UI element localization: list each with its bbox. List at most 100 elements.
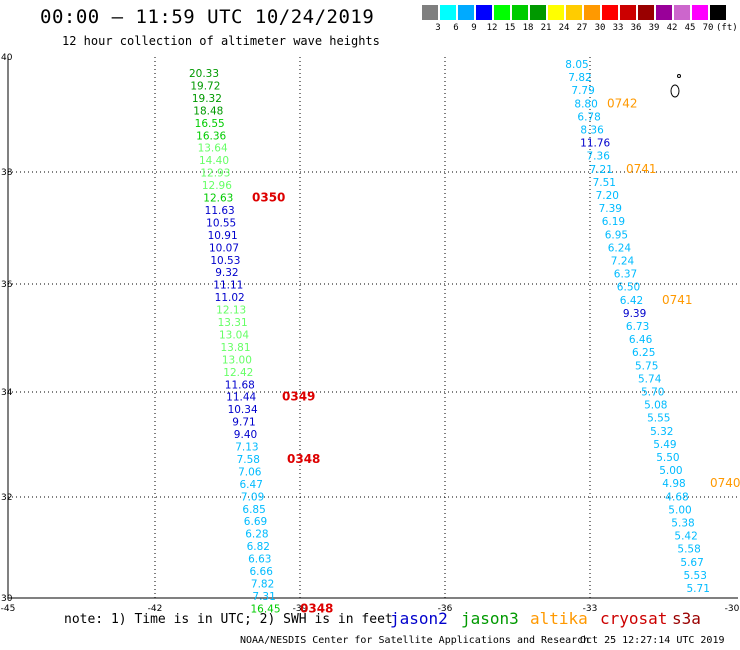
colorbar-label: 3: [435, 23, 441, 33]
track-value: 5.38: [671, 518, 694, 530]
colorbar-swatch: [620, 5, 636, 20]
colorbar-label: (ft): [716, 23, 738, 33]
track-value: 5.74: [638, 373, 662, 385]
track-value: 14.40: [199, 155, 229, 167]
track-value: 11.63: [205, 205, 235, 217]
track-value: 5.08: [644, 400, 667, 412]
track-value: 13.31: [218, 317, 248, 329]
colorbar-swatch: [476, 5, 492, 20]
track-value: 7.21: [590, 164, 613, 176]
track-value: 10.55: [206, 217, 236, 229]
track-value: 12.13: [216, 305, 246, 317]
track-value: 11.02: [215, 292, 245, 304]
track-value: 11.11: [213, 280, 243, 292]
time-label: 0741: [662, 293, 693, 307]
track-value: 7.20: [596, 190, 619, 202]
time-label: 0348: [300, 601, 333, 615]
colorbar-swatch: [458, 5, 474, 20]
y-tick-label: 32: [1, 493, 12, 503]
track-value: 13.64: [198, 143, 228, 155]
track-value: 16.55: [195, 118, 225, 130]
colorbar-swatch: [602, 5, 618, 20]
track-value: 11.76: [580, 138, 610, 150]
colorbar-label: 6: [453, 23, 459, 33]
track-value: 9.40: [234, 429, 257, 441]
colorbar-label: 70: [702, 23, 714, 33]
time-label: 0349: [282, 390, 315, 404]
colorbar-swatch: [566, 5, 582, 20]
colorbar-label: 39: [648, 23, 660, 33]
time-label: 0350: [252, 191, 285, 205]
x-tick-label: -42: [148, 604, 163, 614]
track-value: 7.58: [237, 454, 260, 466]
colorbar-label: 45: [684, 23, 696, 33]
track-value: 6.19: [602, 216, 625, 228]
track-value: 7.24: [611, 256, 635, 268]
track-value: 6.47: [240, 479, 263, 491]
track-value: 7.09: [241, 491, 264, 503]
track-value: 6.24: [608, 242, 632, 254]
colorbar-swatch: [584, 5, 600, 20]
colorbar-label: 12: [486, 23, 498, 33]
track-value: 10.34: [228, 404, 258, 416]
track-value: 6.69: [244, 516, 267, 528]
x-tick-label: -39: [293, 604, 308, 614]
track-value: 8.36: [580, 125, 604, 137]
track-value: 13.04: [219, 329, 249, 341]
track-value: 6.78: [577, 111, 600, 123]
y-tick-label: 34: [1, 388, 13, 398]
track-value: 8.80: [574, 98, 597, 110]
colorbar-swatch: [638, 5, 654, 20]
track-value: 4.98: [662, 478, 685, 490]
colorbar-label: 21: [540, 23, 552, 33]
colorbar-swatch: [530, 5, 546, 20]
track-value: 5.71: [687, 583, 710, 595]
track-value: 18.48: [193, 105, 223, 117]
mission-label-jason2: jason2: [390, 609, 448, 628]
colorbar-swatch: [656, 5, 672, 20]
track-value: 12.42: [223, 367, 253, 379]
track-value: 6.66: [250, 566, 274, 578]
colorbar-label: 9: [471, 23, 477, 33]
track-value: 7.82: [251, 579, 274, 591]
colorbar-label: 18: [522, 23, 534, 33]
x-tick-label: -30: [725, 604, 740, 614]
track-value: 6.95: [605, 229, 628, 241]
track-value: 11.44: [226, 392, 256, 404]
track-value: 7.31: [252, 591, 275, 603]
track-value: 10.07: [209, 242, 239, 254]
x-tick-label: -36: [438, 604, 453, 614]
track-value: 6.73: [626, 321, 649, 333]
track-value: 7.06: [238, 466, 262, 478]
track-value: 6.82: [247, 541, 270, 553]
track-value: 8.05: [565, 59, 588, 71]
track-value: 5.00: [659, 465, 682, 477]
track-value: 5.70: [641, 387, 664, 399]
track-value: 20.33: [189, 68, 219, 80]
mission-label-s3a: s3a: [672, 609, 701, 628]
track-value: 6.37: [614, 269, 637, 281]
colorbar-swatch: [422, 5, 438, 20]
track-value: 5.42: [674, 531, 697, 543]
track-value: 9.71: [232, 417, 255, 429]
time-label: 0740: [710, 476, 740, 490]
track-value: 9.32: [215, 267, 238, 279]
colorbar-swatch: [710, 5, 726, 20]
mission-label-jason3: jason3: [461, 609, 519, 628]
track-value: 13.81: [220, 342, 250, 354]
track-value: 12.63: [203, 193, 233, 205]
colorbar-swatch: [548, 5, 564, 20]
track-value: 7.36: [587, 151, 611, 163]
colorbar-swatch: [440, 5, 456, 20]
page-title: 00:00 – 11:59 UTC 10/24/2019: [40, 6, 375, 28]
colorbar-label: 36: [630, 23, 642, 33]
y-tick-label: 38: [1, 168, 13, 178]
colorbar-label: 30: [594, 23, 606, 33]
colorbar-swatch: [692, 5, 708, 20]
mission-label-cryosat: cryosat: [600, 609, 668, 628]
footer-timestamp: Oct 25 12:27:14 UTC 2019: [580, 635, 725, 646]
track-value: 5.49: [653, 439, 676, 451]
track-value: 5.00: [668, 504, 691, 516]
colorbar-label: 27: [576, 23, 588, 33]
